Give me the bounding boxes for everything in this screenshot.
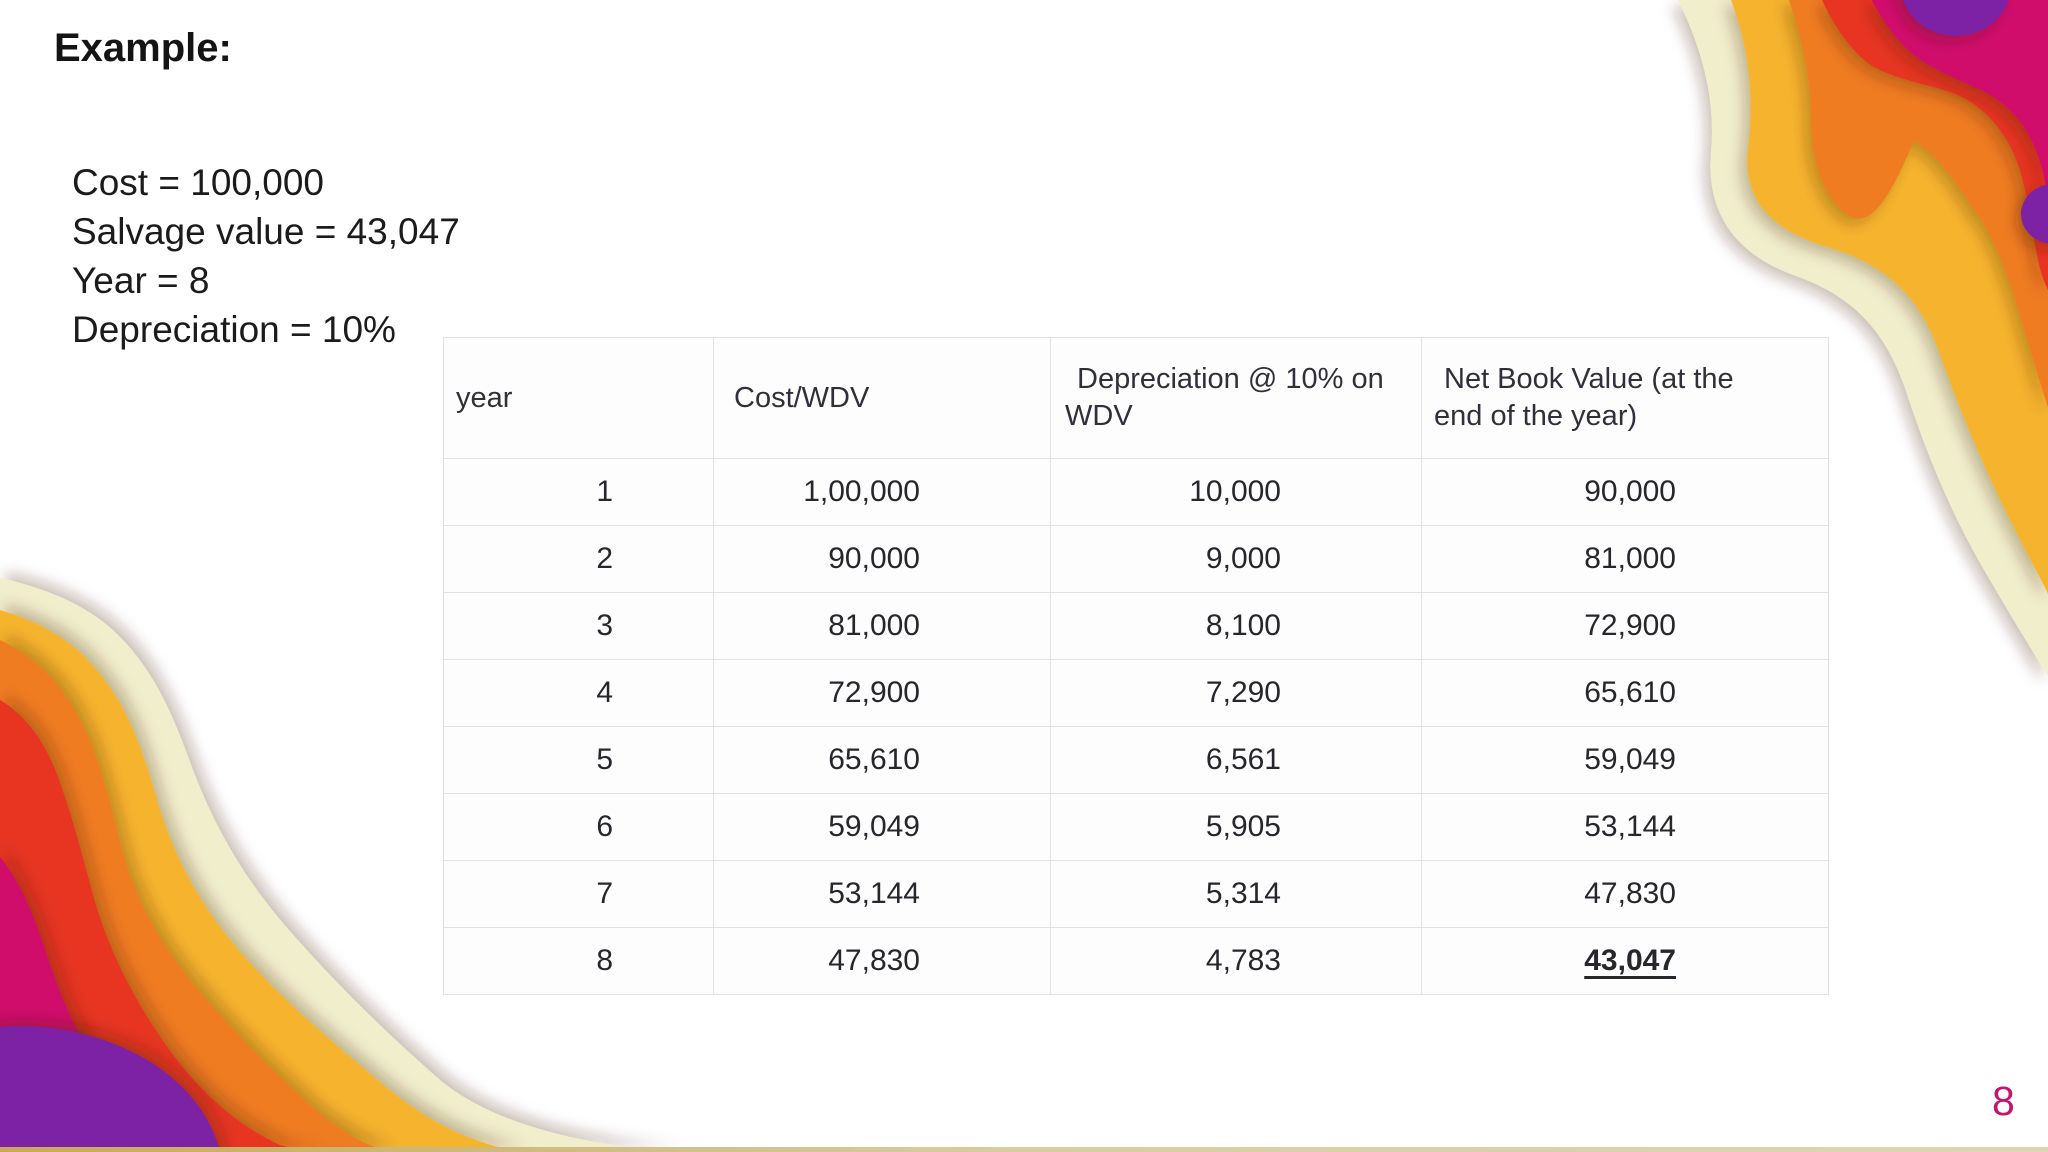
cell-depreciation: 5,905: [1050, 793, 1422, 861]
wave-layer-red-bottom-left: [0, 700, 337, 1152]
table-row: 1 1,00,000 10,000 90,000: [443, 458, 1829, 526]
example-parameters: Cost = 100,000 Salvage value = 43,047 Ye…: [72, 158, 460, 354]
cell-year: 5: [443, 726, 714, 794]
parameter-salvage-value: Salvage value = 43,047: [72, 211, 460, 252]
cell-year: 3: [443, 592, 714, 660]
cell-depreciation: 4,783: [1050, 927, 1422, 995]
cell-net-book-value: 59,049: [1421, 726, 1829, 794]
table-row: 3 81,000 8,100 72,900: [443, 592, 1829, 660]
purple-blob-right-edge: [2021, 184, 2048, 244]
table-row: 7 53,144 5,314 47,830: [443, 860, 1829, 928]
cell-net-book-value: 47,830: [1421, 860, 1829, 928]
page-number: 8: [1992, 1078, 2015, 1124]
cell-depreciation: 8,100: [1050, 592, 1422, 660]
column-header-year: year: [443, 337, 714, 459]
column-header-depreciation: Depreciation @ 10% on WDV: [1050, 337, 1422, 459]
parameter-depreciation-rate: Depreciation = 10%: [72, 309, 396, 350]
cell-cost-wdv: 53,144: [713, 860, 1051, 928]
cell-year: 1: [443, 458, 714, 526]
cell-cost-wdv: 81,000: [713, 592, 1051, 660]
cell-net-book-value: 81,000: [1421, 525, 1829, 593]
cell-net-book-value: 53,144: [1421, 793, 1829, 861]
cell-cost-wdv: 59,049: [713, 793, 1051, 861]
cell-year: 7: [443, 860, 714, 928]
wave-layer-red-top-right: [1822, 0, 2048, 290]
wave-layer-orange-bottom-left: [0, 640, 390, 1152]
parameter-cost: Cost = 100,000: [72, 162, 324, 203]
cell-net-book-value: 90,000: [1421, 458, 1829, 526]
table-row: 4 72,900 7,290 65,610: [443, 659, 1829, 727]
cell-depreciation: 6,561: [1050, 726, 1422, 794]
cell-depreciation: 10,000: [1050, 458, 1422, 526]
column-header-net-book-value: Net Book Value (at the end of the year): [1421, 337, 1829, 459]
table-row: 8 47,830 4,783 43,047: [443, 927, 1829, 995]
cell-depreciation: 9,000: [1050, 525, 1422, 593]
slide-title: Example:: [54, 26, 232, 70]
cell-net-book-value: 72,900: [1421, 592, 1829, 660]
bottom-edge-strip: [0, 1147, 2048, 1152]
cell-cost-wdv: 72,900: [713, 659, 1051, 727]
table-header-row: year Cost/WDV Depreciation @ 10% on WDV …: [443, 337, 1829, 459]
cell-net-book-value-final: 43,047: [1421, 927, 1829, 995]
parameter-year: Year = 8: [72, 260, 210, 301]
column-header-cost-wdv: Cost/WDV: [713, 337, 1051, 459]
cell-net-book-value: 65,610: [1421, 659, 1829, 727]
wave-layer-magenta-top-right: [1872, 0, 2048, 196]
cell-cost-wdv: 1,00,000: [713, 458, 1051, 526]
cell-cost-wdv: 65,610: [713, 726, 1051, 794]
cell-cost-wdv: 47,830: [713, 927, 1051, 995]
table-row: 5 65,610 6,561 59,049: [443, 726, 1829, 794]
cell-depreciation: 7,290: [1050, 659, 1422, 727]
depreciation-table: year Cost/WDV Depreciation @ 10% on WDV …: [443, 337, 1829, 995]
purple-blob-top: [1903, 0, 2009, 36]
cell-year: 4: [443, 659, 714, 727]
table-row: 2 90,000 9,000 81,000: [443, 525, 1829, 593]
table-row: 6 59,049 5,905 53,144: [443, 793, 1829, 861]
wave-layer-magenta-bottom-left: [0, 857, 233, 1152]
cell-year: 2: [443, 525, 714, 593]
cell-year: 6: [443, 793, 714, 861]
wave-layer-gold-bottom-left: [0, 610, 520, 1152]
cell-cost-wdv: 90,000: [713, 525, 1051, 593]
cell-year: 8: [443, 927, 714, 995]
cell-depreciation: 5,314: [1050, 860, 1422, 928]
purple-blob-bottom-left: [0, 1026, 220, 1152]
